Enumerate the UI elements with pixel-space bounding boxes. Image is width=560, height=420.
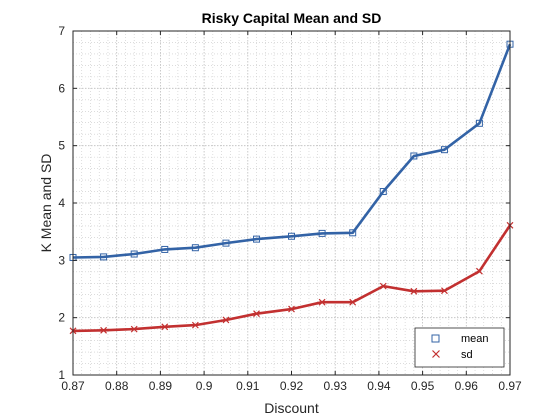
x-tick-label: 0.9 xyxy=(196,379,213,393)
data-point-sd xyxy=(379,282,387,290)
series-line-mean xyxy=(72,43,512,259)
x-tick-label: 0.96 xyxy=(455,379,479,393)
x-tick-label: 0.97 xyxy=(498,379,522,393)
data-point-sd xyxy=(100,326,108,334)
x-tick-label: 0.88 xyxy=(105,379,129,393)
data-point-mean xyxy=(191,244,199,252)
data-point-sd xyxy=(475,267,483,275)
data-point-sd xyxy=(318,298,326,306)
data-point-sd xyxy=(222,316,230,324)
data-point-sd xyxy=(441,287,448,295)
x-tick-label: 0.89 xyxy=(149,379,173,393)
legend-mean-label: mean xyxy=(461,333,489,345)
y-tick-label: 1 xyxy=(58,368,65,382)
data-point-sd xyxy=(130,325,138,333)
ticks xyxy=(72,30,511,376)
data-point-mean xyxy=(288,232,295,240)
x-axis-label: Discount xyxy=(264,400,319,416)
series-mean xyxy=(69,40,514,261)
y-axis-label: K Mean and SD xyxy=(38,154,54,253)
legend-box xyxy=(414,327,505,368)
data-point-mean xyxy=(100,253,108,261)
data-point-mean xyxy=(410,152,418,160)
y-tick-label: 2 xyxy=(58,311,65,325)
data-point-mean xyxy=(253,235,261,243)
data-point-mean xyxy=(130,250,138,258)
legend-mean-marker xyxy=(431,334,440,343)
data-point-sd xyxy=(349,298,357,306)
x-tick-label: 0.87 xyxy=(61,379,85,393)
y-tick-label: 6 xyxy=(58,81,65,95)
x-tick-label: 0.94 xyxy=(367,379,391,393)
legend-sd-marker xyxy=(432,350,440,358)
chart-title: Risky Capital Mean and SD xyxy=(202,10,382,26)
y-tick-label: 7 xyxy=(58,24,65,38)
data-point-mean xyxy=(161,245,169,253)
y-tick-labels: 1 2 3 4 5 6 7 xyxy=(58,24,65,382)
data-point-sd xyxy=(161,323,169,331)
y-tick-label: 4 xyxy=(58,196,65,210)
data-point-sd xyxy=(288,305,295,313)
legend-sd-label: sd xyxy=(461,349,473,361)
legend: mean sd xyxy=(414,327,505,368)
x-tick-labels: 0.87 0.88 0.89 0.9 0.91 0.92 0.93 0.94 0.95 0.96 0… xyxy=(61,379,522,393)
data-point-sd xyxy=(253,310,260,318)
x-tick-label: 0.92 xyxy=(280,379,304,393)
data-point-sd xyxy=(191,321,199,329)
data-point-mean xyxy=(440,146,448,154)
data-point-mean xyxy=(222,239,230,247)
data-point-mean xyxy=(349,229,357,237)
x-tick-label: 0.95 xyxy=(411,379,435,393)
x-tick-label: 0.91 xyxy=(236,379,260,393)
y-tick-label: 3 xyxy=(58,253,65,267)
x-tick-label: 0.93 xyxy=(324,379,348,393)
data-point-mean xyxy=(475,119,483,127)
data-point-mean xyxy=(318,229,326,237)
y-tick-label: 5 xyxy=(58,139,65,153)
data-point-sd xyxy=(410,287,418,295)
data-point-mean xyxy=(379,188,387,196)
